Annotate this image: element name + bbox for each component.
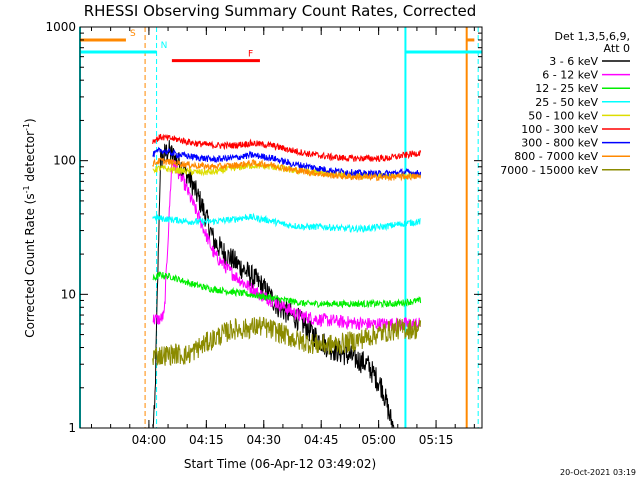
footer-timestamp: 20-Oct-2021 03:19 xyxy=(560,468,636,477)
series-line-0 xyxy=(152,140,395,429)
y-tick-label: 1 xyxy=(68,421,76,435)
x-tick-label: 05:15 xyxy=(419,433,454,447)
y-tick-label: 10 xyxy=(61,287,76,301)
flag-label-n: N xyxy=(161,41,168,51)
y-axis-label-end: ) xyxy=(23,118,37,123)
y-axis-label: Corrected Count Rate (s-1 detector-1) xyxy=(22,118,37,337)
y-tick-label: 1000 xyxy=(45,20,76,34)
y-tick-label: 100 xyxy=(53,154,76,168)
y-axis-label-main: Corrected Count Rate (s xyxy=(23,193,37,337)
flag-label-s: S xyxy=(130,29,136,39)
y-axis: 1 10 100 1000 xyxy=(45,20,482,435)
legend-entry-label: 25 - 50 keV xyxy=(535,96,598,109)
flag-n: N xyxy=(80,41,482,54)
legend-entry-label: 3 - 6 keV xyxy=(549,55,598,68)
legend-entry-label: 6 - 12 keV xyxy=(542,69,598,82)
series-line-6 xyxy=(152,146,422,178)
chart-title: RHESSI Observing Summary Count Rates, Co… xyxy=(84,2,477,20)
legend-entry-label: 300 - 800 keV xyxy=(521,137,598,150)
x-axis: 04:00 04:15 04:30 04:45 05:00 05:15 xyxy=(90,27,475,447)
legend-header-attenuator: Att 0 xyxy=(604,42,630,55)
legend-entry-label: 7000 - 15000 keV xyxy=(500,164,598,177)
y-axis-label-sup1: -1 xyxy=(22,185,31,193)
legend-entry-label: 50 - 100 keV xyxy=(528,109,598,122)
plot-frame xyxy=(79,26,483,429)
x-tick-label: 04:45 xyxy=(304,433,339,447)
x-tick-label: 04:30 xyxy=(246,433,281,447)
series-line-2 xyxy=(152,270,422,309)
series-line-5 xyxy=(152,133,422,163)
x-axis-label: Start Time (06-Apr-12 03:49:02) xyxy=(184,457,376,471)
x-tick-label: 05:00 xyxy=(361,433,396,447)
legend-entry-label: 800 - 7000 keV xyxy=(514,150,598,163)
plot-content: S N F xyxy=(79,27,482,429)
flag-label-f: F xyxy=(248,50,253,60)
flag-s: S xyxy=(80,29,475,42)
series-line-7 xyxy=(152,157,422,182)
y-axis-label-sup2: -1 xyxy=(22,123,31,131)
legend-entry-label: 12 - 25 keV xyxy=(535,82,598,95)
x-tick-label: 04:00 xyxy=(132,433,167,447)
x-tick-label: 04:15 xyxy=(189,433,224,447)
legend-header-detectors: Det 1,3,5,6,9, xyxy=(554,30,630,43)
legend-entry-label: 100 - 300 keV xyxy=(521,123,598,136)
series-line-3 xyxy=(152,212,421,234)
series-line-1 xyxy=(152,159,422,332)
y-axis-label-mid: detector xyxy=(23,131,37,186)
flag-f: F xyxy=(171,50,260,63)
series-line-8 xyxy=(152,316,422,367)
